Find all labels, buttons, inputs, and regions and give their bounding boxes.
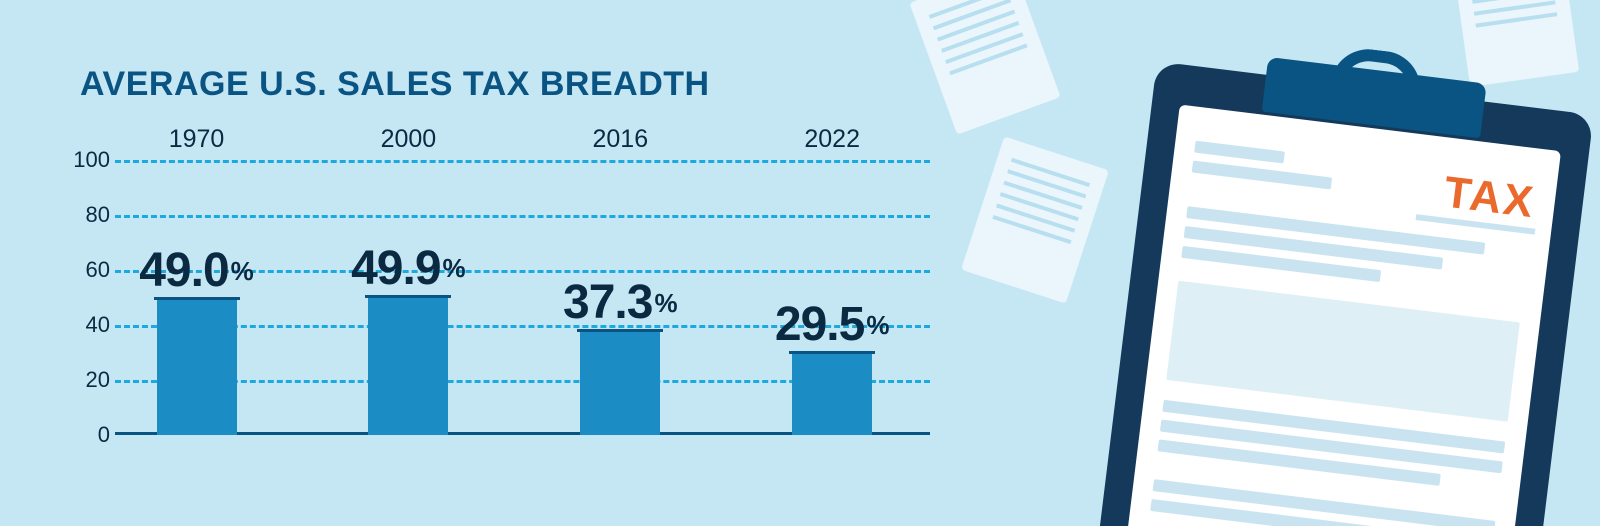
category-label: 2000: [308, 125, 508, 154]
y-tick-label: 0: [60, 422, 110, 448]
category-label: 2022: [732, 125, 932, 154]
y-tick-label: 100: [60, 147, 110, 173]
value-label: 49.0%: [97, 243, 297, 298]
y-tick-label: 60: [60, 257, 110, 283]
y-tick-label: 40: [60, 312, 110, 338]
floating-paper-icon: [909, 0, 1060, 135]
clipboard-icon: TAX: [1086, 61, 1593, 526]
bar: [580, 332, 660, 435]
chart-title: AVERAGE U.S. SALES TAX BREADTH: [80, 65, 710, 104]
infographic-canvas: AVERAGE U.S. SALES TAX BREADTH 197049.0%…: [0, 0, 1600, 526]
plot-area: 197049.0%200049.9%201637.3%202229.5%: [115, 160, 930, 435]
y-tick-label: 80: [60, 202, 110, 228]
floating-paper-icon: [1451, 0, 1579, 87]
bar: [157, 300, 237, 435]
gridline: [115, 215, 930, 218]
bar: [792, 354, 872, 435]
value-label: 37.3%: [520, 275, 720, 330]
value-label: 49.9%: [308, 241, 508, 296]
bar: [368, 298, 448, 435]
gridline: [115, 160, 930, 163]
bar-chart: 197049.0%200049.9%201637.3%202229.5% 0 20…: [60, 160, 930, 460]
category-label: 1970: [97, 125, 297, 154]
value-label: 29.5%: [732, 297, 932, 352]
floating-paper-icon: [961, 136, 1109, 303]
category-label: 2016: [520, 125, 720, 154]
y-tick-label: 20: [60, 367, 110, 393]
